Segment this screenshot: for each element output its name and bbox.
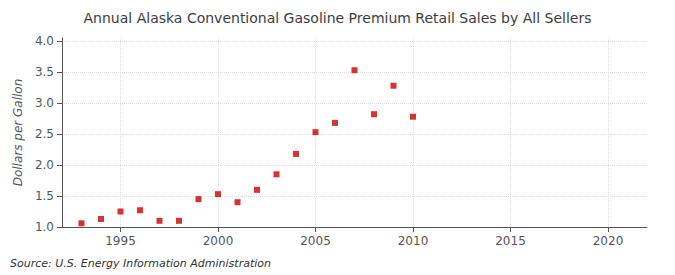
svg-text:3.0: 3.0 bbox=[35, 96, 54, 110]
svg-text:2.5: 2.5 bbox=[35, 127, 54, 141]
svg-text:2015: 2015 bbox=[495, 234, 526, 248]
svg-text:2000: 2000 bbox=[203, 234, 234, 248]
svg-text:4.0: 4.0 bbox=[35, 34, 54, 48]
svg-text:1995: 1995 bbox=[105, 234, 136, 248]
svg-text:Annual Alaska Conventional Gas: Annual Alaska Conventional Gasoline Prem… bbox=[84, 10, 592, 26]
svg-text:2020: 2020 bbox=[593, 234, 624, 248]
svg-text:2.0: 2.0 bbox=[35, 158, 54, 172]
svg-text:2010: 2010 bbox=[398, 234, 429, 248]
svg-text:1.0: 1.0 bbox=[35, 220, 54, 234]
svg-text:Dollars per Gallon: Dollars per Gallon bbox=[11, 79, 25, 187]
svg-text:3.5: 3.5 bbox=[35, 65, 54, 79]
svg-text:Source: U.S. Energy Informatio: Source: U.S. Energy Information Administ… bbox=[10, 257, 271, 270]
svg-text:2005: 2005 bbox=[300, 234, 331, 248]
svg-text:1.5: 1.5 bbox=[35, 189, 54, 203]
